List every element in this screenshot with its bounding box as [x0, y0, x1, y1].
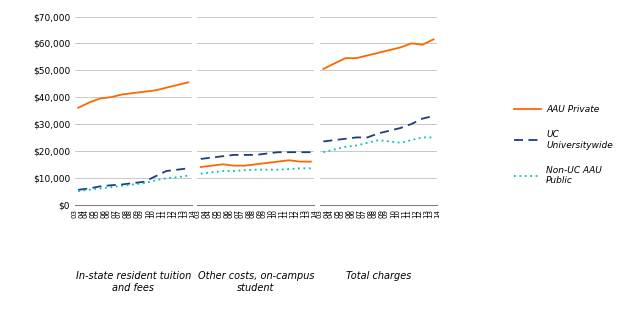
X-axis label: Total charges: Total charges	[346, 271, 411, 281]
X-axis label: Other costs, on-campus
student: Other costs, on-campus student	[198, 271, 314, 293]
Legend: AAU Private, UC
Universitywide, Non-UC AAU
Public: AAU Private, UC Universitywide, Non-UC A…	[511, 101, 617, 189]
X-axis label: In-state resident tuition
and fees: In-state resident tuition and fees	[76, 271, 191, 293]
